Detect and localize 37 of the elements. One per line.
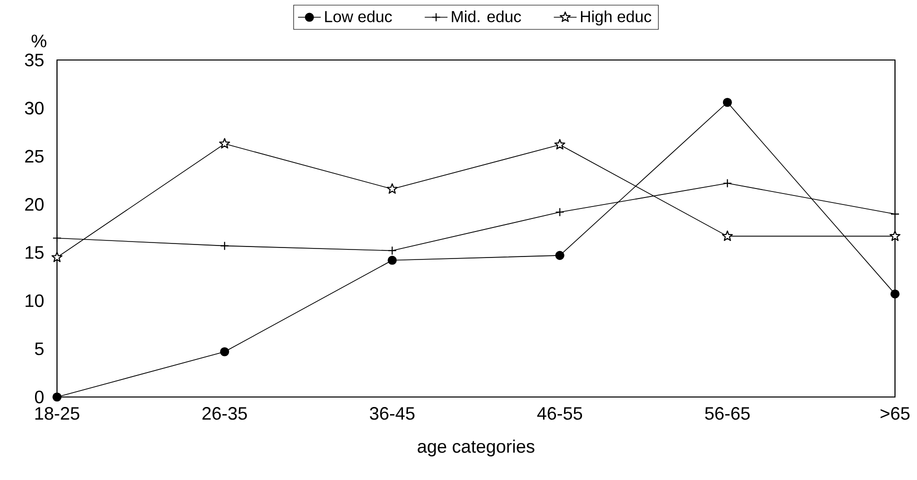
point (219, 138, 230, 149)
legend-label: Mid. educ (452, 10, 521, 22)
point (890, 230, 900, 241)
x-tick-label: 56-65 (705, 407, 750, 420)
x-tick-label: 26-35 (202, 407, 247, 420)
point (722, 230, 733, 241)
y-tick-label: 25 (25, 150, 44, 163)
point (722, 98, 732, 107)
x-tick-label: 36-45 (370, 407, 414, 420)
point (555, 208, 564, 217)
point (220, 347, 230, 356)
point (890, 210, 900, 219)
point (554, 139, 566, 150)
point (890, 289, 900, 299)
y-tick-label: 10 (26, 294, 44, 308)
y-tick-label: 20 (25, 198, 44, 211)
y-axis-title: % (32, 34, 46, 48)
point (52, 392, 62, 402)
point (388, 256, 397, 265)
x-tick-label: 46-55 (537, 407, 582, 420)
x-axis-title: age categories (418, 440, 534, 456)
point (52, 252, 62, 262)
point (555, 250, 564, 260)
point (388, 246, 397, 256)
y-tick-label: 30 (24, 102, 44, 115)
legend-label: High educ (580, 10, 652, 26)
y-tick-label: 35 (24, 54, 44, 66)
y-tick-label: 0 (34, 390, 44, 404)
y-tick-label: 15 (26, 246, 44, 259)
x-tick-label: >65 (880, 407, 910, 420)
y-tick-label: 5 (34, 342, 44, 356)
x-tick-label: 18-25 (35, 407, 80, 420)
point (220, 241, 230, 250)
legend-label: Low educ (325, 10, 392, 22)
point (722, 178, 732, 188)
point (386, 183, 398, 194)
point (52, 234, 62, 243)
